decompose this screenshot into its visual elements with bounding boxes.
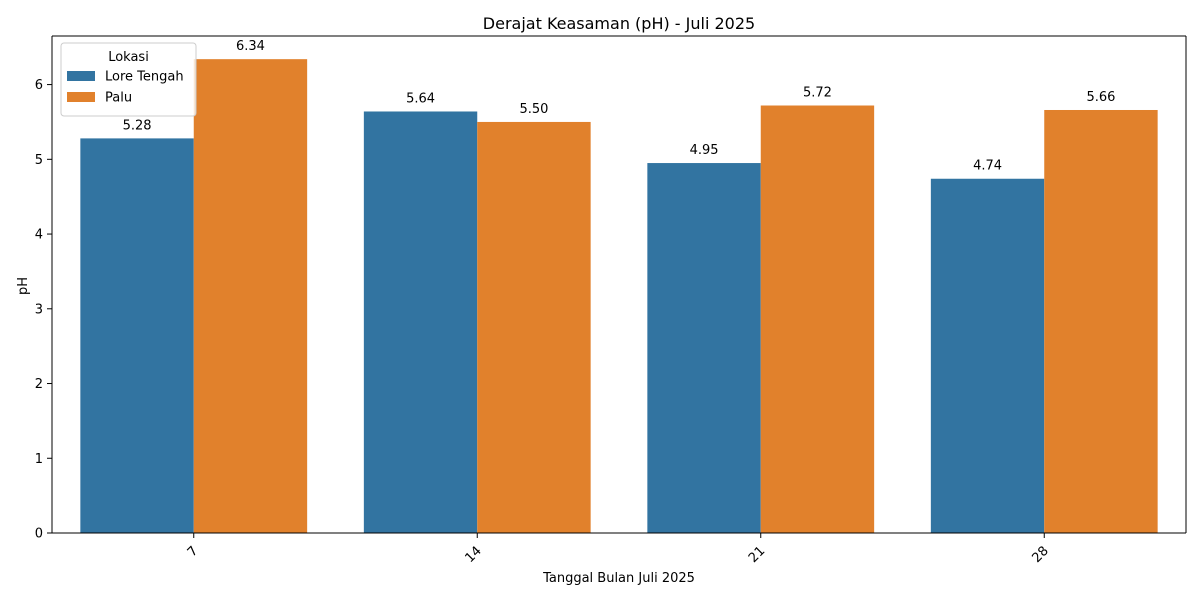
chart-title: Derajat Keasaman (pH) - Juli 2025 bbox=[483, 14, 755, 33]
legend-swatch-lore-tengah bbox=[67, 71, 95, 81]
legend: Lokasi Lore Tengah Palu bbox=[60, 42, 197, 117]
bar-value-label: 4.95 bbox=[690, 143, 719, 158]
bar-palu bbox=[1044, 109, 1158, 533]
bar-value-label: 5.66 bbox=[1086, 90, 1115, 105]
bar-lore-tengah bbox=[647, 163, 761, 534]
bar-value-label: 4.74 bbox=[973, 159, 1002, 174]
bar-palu bbox=[760, 105, 875, 534]
bar-lore-tengah bbox=[80, 138, 194, 534]
y-tick-label: 1 bbox=[35, 452, 43, 467]
bar-lore-tengah bbox=[930, 178, 1045, 533]
bar-value-label: 5.64 bbox=[406, 91, 435, 106]
y-tick-label: 2 bbox=[35, 377, 43, 392]
legend-entry-palu: Palu bbox=[105, 91, 132, 106]
bar-value-label: 5.72 bbox=[803, 86, 832, 101]
x-axis-label: Tanggal Bulan Juli 2025 bbox=[542, 571, 695, 586]
bar-palu bbox=[477, 121, 591, 534]
legend-title: Lokasi bbox=[108, 50, 149, 65]
bar-value-label: 6.34 bbox=[236, 39, 265, 54]
y-tick-label: 3 bbox=[35, 302, 43, 317]
bar-value-label: 5.50 bbox=[519, 102, 548, 117]
y-axis-label: pH bbox=[16, 277, 31, 295]
legend-swatch-palu bbox=[67, 92, 95, 102]
bar-palu bbox=[193, 59, 308, 533]
y-tick-label: 6 bbox=[35, 78, 43, 93]
y-tick-label: 0 bbox=[35, 527, 43, 542]
legend-entry-lore-tengah: Lore Tengah bbox=[105, 70, 184, 85]
y-tick-label: 4 bbox=[35, 228, 43, 243]
y-tick-label: 5 bbox=[35, 153, 43, 168]
bar-lore-tengah bbox=[363, 111, 478, 534]
bar-value-label: 5.28 bbox=[123, 118, 152, 133]
plot-area: 5.285.644.954.746.345.505.72 5.6601234567… bbox=[35, 35, 1187, 566]
